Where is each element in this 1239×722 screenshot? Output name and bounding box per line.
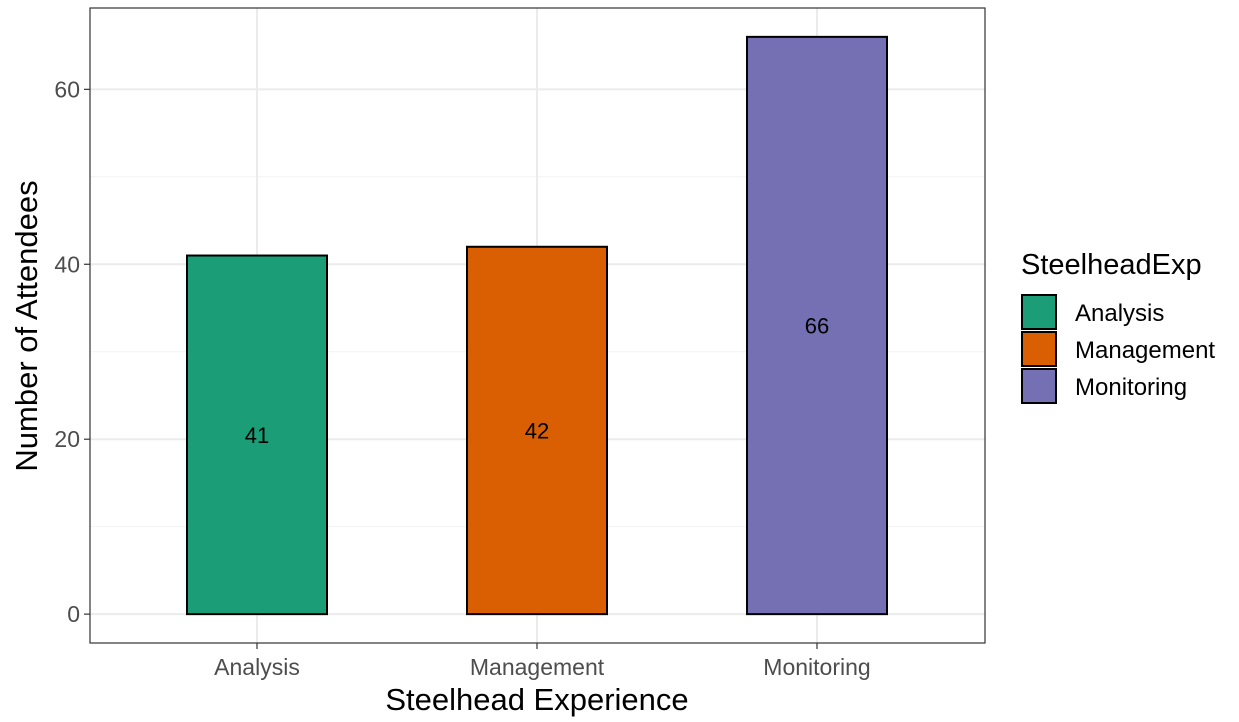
axes: 0 20 40 60 Analysis Management Monitoring bbox=[54, 76, 870, 680]
data-label: 42 bbox=[525, 418, 549, 443]
bar-management bbox=[466, 245, 608, 616]
legend: SteelheadExp Analysis Management Monitorin… bbox=[1021, 249, 1215, 404]
data-label: 41 bbox=[245, 423, 269, 448]
data-labels: 41 42 66 bbox=[245, 314, 829, 448]
legend-label: Analysis bbox=[1075, 300, 1164, 327]
bar-analysis bbox=[186, 254, 328, 616]
y-tick-label: 40 bbox=[54, 251, 80, 277]
y-axis-title: Number of Attendees bbox=[9, 180, 44, 471]
data-label: 66 bbox=[805, 314, 829, 339]
legend-key-monitoring bbox=[1021, 368, 1057, 404]
y-tick-label: 0 bbox=[67, 601, 80, 627]
bar-monitoring bbox=[746, 35, 888, 616]
legend-key-management bbox=[1021, 331, 1057, 367]
x-axis-title: Steelhead Experience bbox=[385, 682, 688, 717]
legend-label: Management bbox=[1075, 337, 1215, 364]
legend-label: Monitoring bbox=[1075, 374, 1187, 401]
x-tick-label: Analysis bbox=[214, 654, 300, 680]
bars bbox=[186, 35, 888, 616]
legend-key-analysis bbox=[1021, 294, 1057, 330]
y-tick-label: 20 bbox=[54, 426, 80, 452]
y-tick-label: 60 bbox=[54, 76, 80, 102]
x-tick-label: Monitoring bbox=[763, 654, 870, 680]
x-tick-label: Management bbox=[470, 654, 605, 680]
legend-title: SteelheadExp bbox=[1021, 249, 1202, 281]
